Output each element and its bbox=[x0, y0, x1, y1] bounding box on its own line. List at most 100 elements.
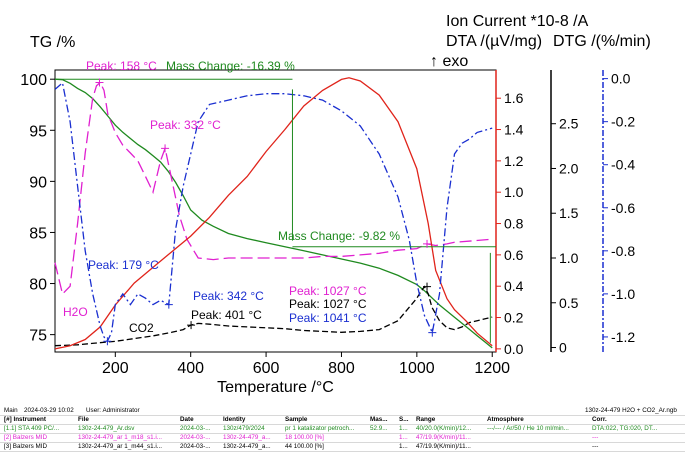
tg-tick-label: 80 bbox=[29, 277, 47, 294]
info-header-row: [#] Instrument File Date Identity Sample Mas.… bbox=[0, 415, 685, 424]
series-ion-current bbox=[54, 77, 493, 350]
dta-tick-label: 1.5 bbox=[559, 205, 579, 221]
peak-marker bbox=[187, 321, 196, 330]
dtg-tick-label: -0.2 bbox=[611, 114, 635, 130]
info-header-cell: Date bbox=[180, 416, 194, 423]
dta-tick-label: 0.5 bbox=[559, 295, 579, 311]
date-time: 2024-03-29 10:02 bbox=[24, 407, 74, 414]
ion-tick-label: 0.4 bbox=[504, 278, 524, 294]
info-cell: 47/19.9(K/min)/11... bbox=[416, 443, 471, 450]
info-cell: 130z-24-479_a... bbox=[223, 434, 271, 441]
info-row[interactable]: [1.1] STA 409 PC/... 130z-24-479_Ar.dsv 20… bbox=[0, 424, 685, 433]
ion-tick-label: 1.4 bbox=[504, 122, 524, 138]
x-tick-label: 200 bbox=[102, 360, 129, 377]
annotation-mass-change-16-39: Mass Change: -16.39 % bbox=[166, 59, 295, 73]
peak-marker bbox=[103, 337, 112, 346]
info-row[interactable]: [2] Balzers MID 130z-24-479_ar 1_m18_s1.i… bbox=[0, 433, 685, 442]
tg-axis-label: TG /% bbox=[30, 34, 75, 51]
plot-frame bbox=[54, 69, 497, 353]
info-header-cell: File bbox=[78, 416, 89, 423]
info-cell: 44 100.00 [%] bbox=[285, 443, 324, 450]
peak-marker bbox=[164, 300, 173, 309]
annotation-peak-1041-c: Peak: 1041 °C bbox=[289, 311, 367, 325]
annotation-co2: CO2 bbox=[129, 321, 154, 335]
tg-tick-label: 90 bbox=[29, 174, 47, 191]
peak-marker bbox=[161, 144, 170, 153]
info-cell: --- bbox=[592, 434, 599, 441]
dtg-tick-label: -0.6 bbox=[611, 200, 635, 216]
info-header-cell: Sample bbox=[285, 416, 308, 423]
info-top-row: Main 2024-03-29 10:02 User: Administrato… bbox=[0, 406, 685, 415]
info-header-cell: Atmosphere bbox=[487, 416, 524, 423]
user-label: User: Administrator bbox=[86, 407, 140, 414]
annotation-peak-401-c: Peak: 401 °C bbox=[191, 308, 262, 322]
info-row[interactable]: [3] Balzers MID 130z-24-479_ar 1_m44_s1.i… bbox=[0, 442, 685, 451]
info-cell: pr 1 katalizator petroch... bbox=[285, 425, 355, 432]
info-header-cell: S... bbox=[399, 416, 409, 423]
x-tick-label: 800 bbox=[328, 360, 355, 377]
info-cell: 2024-03-... bbox=[180, 425, 211, 432]
info-cell: 130z-24-479_Ar.dsv bbox=[78, 425, 135, 432]
dta-exo-label: ↑ exo bbox=[430, 53, 468, 70]
annotation-peak-1027-c: Peak: 1027 °C bbox=[289, 297, 367, 311]
ion-tick-label: 1.0 bbox=[504, 184, 524, 200]
info-cell: 130z-24-479_ar 1_m44_s1.i... bbox=[78, 443, 163, 450]
peak-marker bbox=[423, 282, 432, 291]
x-axis-label: Temperature /°C bbox=[217, 379, 334, 396]
series-h2o bbox=[54, 81, 493, 296]
annotation-peak-158-c: Peak: 158 °C bbox=[86, 59, 157, 73]
annotation-peak-342-c: Peak: 342 °C bbox=[193, 289, 264, 303]
info-cell: [3] Balzers MID bbox=[4, 443, 48, 450]
ion-tick-label: 0.0 bbox=[504, 341, 524, 357]
info-header-cell: Corr. bbox=[592, 416, 607, 423]
dta-tick-label: 0 bbox=[559, 340, 567, 356]
tg-tick-label: 85 bbox=[29, 225, 47, 242]
ion-tick-label: 1.2 bbox=[504, 153, 524, 169]
dtg-tick-label: -0.8 bbox=[611, 243, 635, 259]
dta-tick-label: 2.5 bbox=[559, 116, 579, 132]
info-cell: 130z-24-479_ar 1_m18_s1.i... bbox=[78, 434, 163, 441]
info-cell: 2024-03-... bbox=[180, 443, 211, 450]
ion-tick-label: 0.6 bbox=[504, 247, 524, 263]
annotation-h2o: H2O bbox=[63, 305, 88, 319]
info-header-cell: Mas... bbox=[370, 416, 388, 423]
dtg-axis-label: DTG /(%/min) bbox=[553, 33, 651, 50]
dta-axis-label: DTA /(µV/mg) bbox=[446, 33, 542, 50]
info-cell: [2] Balzers MID bbox=[4, 434, 48, 441]
annotation-mass-change-9-82: Mass Change: -9.82 % bbox=[278, 229, 400, 243]
info-cell: 40/20.0(K/min)/12... bbox=[416, 425, 472, 432]
series-tg bbox=[54, 78, 493, 349]
dtg-tick-label: 0.0 bbox=[611, 71, 631, 87]
info-cell: 1... bbox=[399, 425, 408, 432]
info-cell: --- bbox=[592, 443, 599, 450]
info-cell: 1... bbox=[399, 434, 408, 441]
tg-tick-label: 95 bbox=[29, 123, 47, 140]
file-name-right: 130z-24-479 H2O + CO2_Ar.ngb bbox=[585, 407, 677, 414]
annotation-peak-179-c: Peak: 179 °C bbox=[88, 258, 159, 272]
info-cell: 130z-24-479_a... bbox=[223, 443, 271, 450]
info-header-cell: [#] Instrument bbox=[4, 416, 46, 423]
ion-tick-label: 0.8 bbox=[504, 216, 524, 232]
ion-axis-label: Ion Current *10-8 /A bbox=[446, 13, 589, 30]
ion-tick-label: 0.2 bbox=[504, 310, 524, 326]
dta-tick-label: 1.0 bbox=[559, 250, 579, 266]
info-cell: [1.1] STA 409 PC/... bbox=[4, 425, 60, 432]
main-label: Main bbox=[4, 407, 18, 414]
info-cell: 2024-03-... bbox=[180, 434, 211, 441]
x-tick-label: 600 bbox=[253, 360, 280, 377]
tg-tick-label: 100 bbox=[20, 72, 47, 89]
info-cell: DTA:022, TG:020, DT... bbox=[592, 425, 658, 432]
info-cell: 18 100.00 [%] bbox=[285, 434, 324, 441]
info-cell: 47/19.9(K/min)/11... bbox=[416, 434, 471, 441]
tg-tick-label: 75 bbox=[29, 328, 47, 345]
x-tick-label: 1000 bbox=[399, 360, 435, 377]
info-header-cell: Range bbox=[416, 416, 436, 423]
dtg-tick-label: -0.4 bbox=[611, 157, 635, 173]
info-cell: 1... bbox=[399, 443, 408, 450]
peak-marker bbox=[95, 78, 104, 87]
dtg-tick-label: -1.0 bbox=[611, 286, 635, 302]
annotation-peak-332-c: Peak: 332 °C bbox=[150, 118, 221, 132]
x-tick-label: 400 bbox=[177, 360, 204, 377]
series-dtg bbox=[54, 81, 493, 343]
